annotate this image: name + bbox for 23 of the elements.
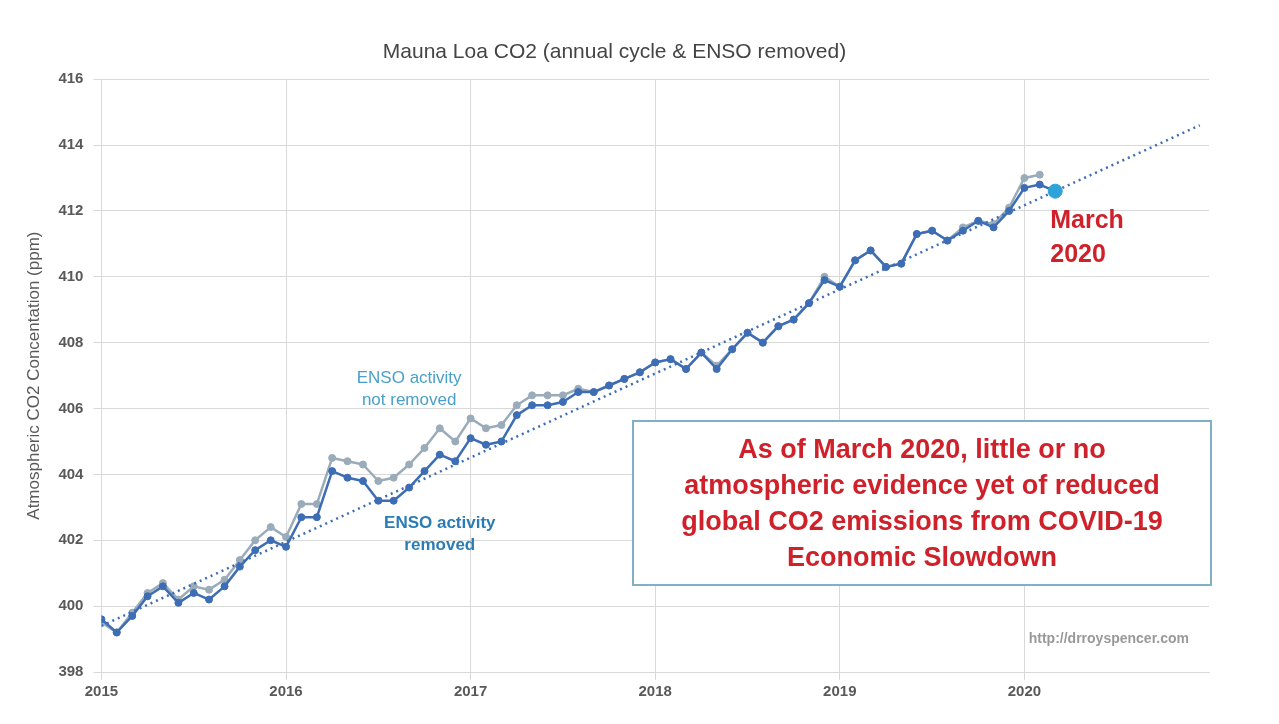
chart-title: Mauna Loa CO2 (annual cycle & ENSO removed) — [382, 39, 847, 63]
annotation: March 2020 — [1050, 205, 1124, 268]
y-tick-label: 410 — [58, 266, 84, 284]
y-tick-label: 408 — [58, 332, 84, 350]
y-tick-label: 398 — [58, 662, 84, 680]
y-tick-label: 416 — [58, 69, 84, 87]
x-tick-label: 2018 — [638, 682, 672, 700]
note-box: As of March 2020, little or no atmospheric evidence yet of reduced global CO2 emissions from COVID-19 Economic Slowdown — [632, 420, 1212, 586]
annotation: http://drroyspencer.com — [1028, 630, 1189, 646]
y-tick-label: 404 — [58, 464, 85, 482]
y-tick-label: 400 — [58, 596, 84, 614]
y-axis-title: Atmospheric CO2 Concentation (ppm) — [23, 231, 43, 520]
y-tick-label: 406 — [58, 398, 84, 416]
x-tick-label: 2020 — [1007, 682, 1042, 700]
y-tick-label: 402 — [58, 530, 84, 548]
series-label: ENSO activity not removed — [356, 368, 463, 410]
series-label: ENSO activity removed — [384, 513, 497, 555]
y-tick-label: 412 — [58, 201, 84, 219]
x-tick-label: 2019 — [823, 682, 857, 700]
x-tick-label: 2017 — [453, 682, 488, 700]
y-tick-label: 414 — [58, 135, 85, 153]
x-tick-label: 2016 — [269, 682, 303, 700]
x-tick-label: 2015 — [84, 682, 119, 700]
